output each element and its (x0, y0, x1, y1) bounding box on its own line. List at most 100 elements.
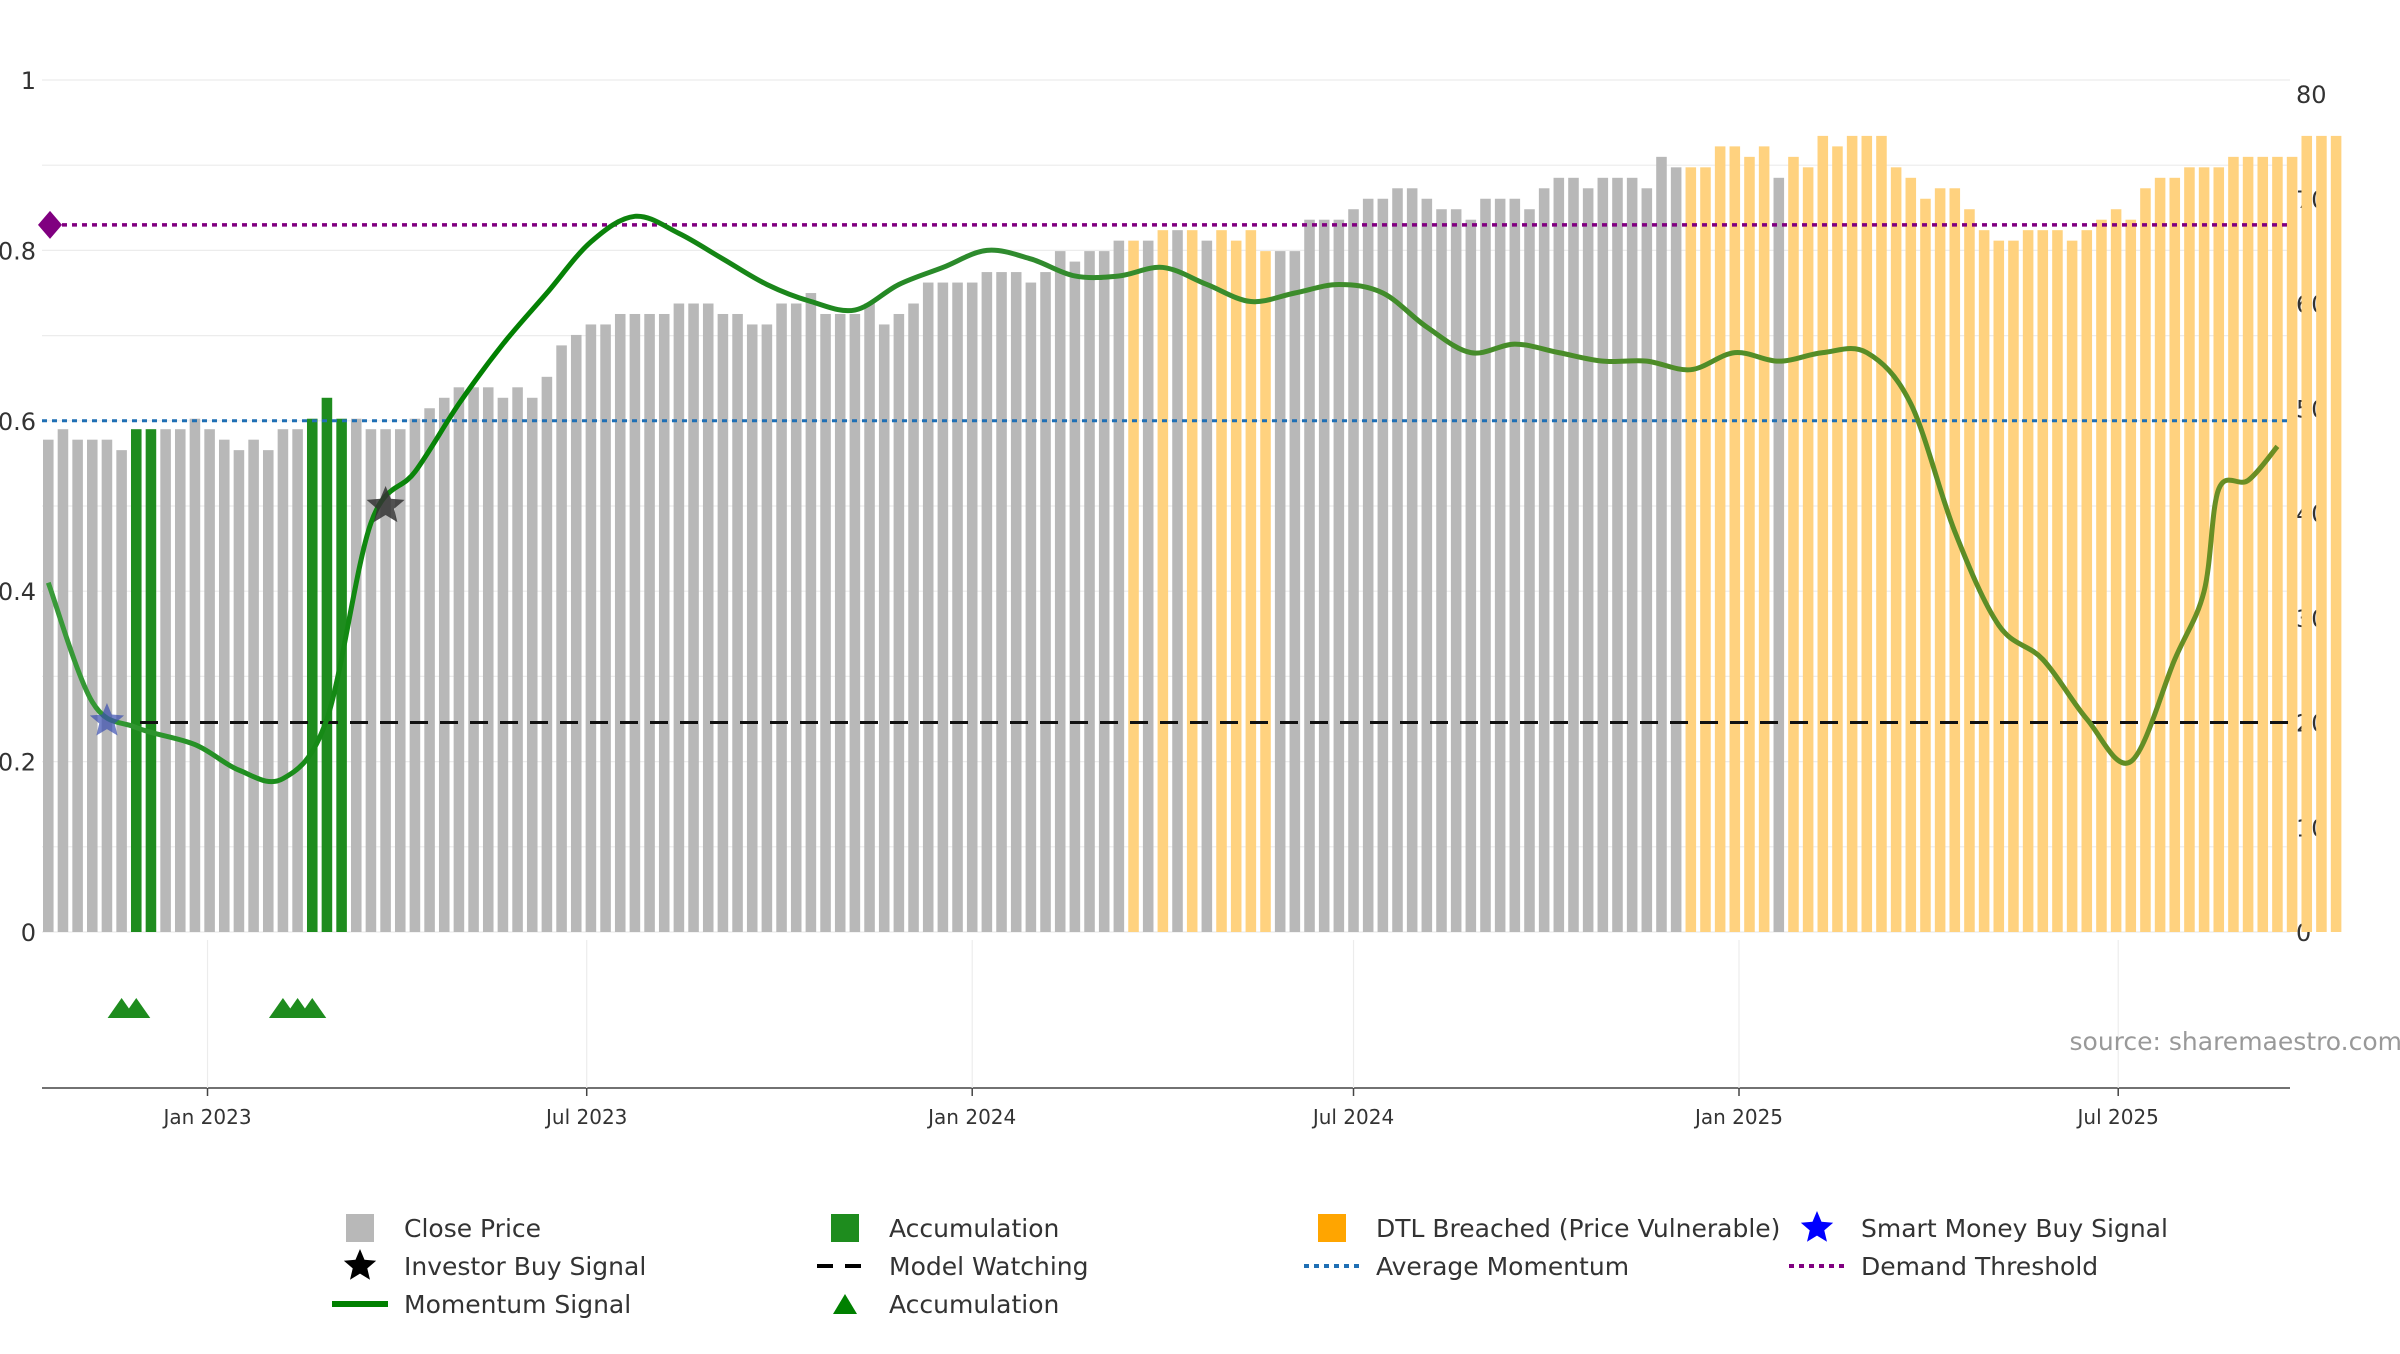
right-tick-label: 80 (2296, 81, 2327, 109)
price-bar (1070, 262, 1081, 932)
price-bar (2287, 157, 2298, 932)
price-bar (1304, 220, 1315, 932)
x-tick-label: Jan 2024 (926, 1105, 1016, 1129)
price-bar (1011, 272, 1022, 932)
price-bar (586, 324, 597, 932)
price-bar (175, 429, 186, 932)
legend-label: Investor Buy Signal (404, 1252, 646, 1281)
price-bar (1950, 188, 1961, 932)
price-bar (234, 450, 245, 932)
legend-label: Model Watching (889, 1252, 1089, 1281)
legend-symbol (815, 1210, 875, 1246)
price-bar (1319, 220, 1330, 932)
price-bar (2301, 136, 2312, 932)
legend-symbol (330, 1248, 390, 1284)
legend-swatch (831, 1214, 859, 1242)
price-bar (1818, 136, 1829, 932)
price-bar (1862, 136, 1873, 932)
price-bar (1730, 146, 1741, 932)
price-bar (600, 324, 611, 932)
price-bar (1994, 241, 2005, 932)
price-bar (571, 335, 582, 932)
price-bar (190, 419, 201, 932)
price-bar (1759, 146, 1770, 932)
price-bar (219, 440, 230, 932)
price-bar (1906, 178, 1917, 932)
price-bar (263, 450, 274, 932)
price-bar (542, 377, 553, 932)
legend-item: Model Watching (815, 1248, 1089, 1284)
price-bar (952, 283, 963, 932)
price-bar (1847, 136, 1858, 932)
price-bar (879, 324, 890, 932)
price-bar (982, 272, 993, 932)
price-bar (2008, 241, 2019, 932)
price-bar (1231, 241, 1242, 932)
price-bar (1084, 251, 1095, 932)
legend-symbol (1302, 1248, 1362, 1284)
price-bar (1407, 188, 1418, 932)
price-bar (2169, 178, 2180, 932)
legend-symbol (815, 1248, 875, 1284)
price-bar (2213, 167, 2224, 932)
price-bar (204, 429, 215, 932)
x-tick-label: Jul 2023 (544, 1105, 627, 1129)
legend-label: Average Momentum (1376, 1252, 1629, 1281)
price-bar (1055, 251, 1066, 932)
price-bar (322, 398, 333, 932)
price-bar (1524, 209, 1535, 932)
price-bar (1510, 199, 1521, 932)
legend-swatch (1801, 1211, 1833, 1242)
left-tick-label: 0.2 (0, 749, 36, 777)
left-tick-label: 0.6 (0, 408, 36, 436)
x-tick-label: Jan 2023 (161, 1105, 251, 1129)
price-bar (1172, 230, 1183, 932)
price-bar (1378, 199, 1389, 932)
left-tick-label: 1 (21, 67, 36, 95)
legend-item: DTL Breached (Price Vulnerable) (1302, 1210, 1780, 1246)
price-bar (2111, 209, 2122, 932)
price-bar (630, 314, 641, 932)
price-bar (1246, 230, 1257, 932)
price-bar (1363, 199, 1374, 932)
price-bar (512, 387, 523, 932)
price-bar (72, 440, 83, 932)
legend-item: Smart Money Buy Signal (1787, 1210, 2168, 1246)
accumulation-triangles (108, 998, 327, 1018)
price-bar (1187, 230, 1198, 932)
price-bar (1598, 178, 1609, 932)
price-bar (1744, 157, 1755, 932)
price-bar (1216, 230, 1227, 932)
price-bar (1040, 272, 1051, 932)
price-bar (1158, 230, 1169, 932)
price-bar (1290, 251, 1301, 932)
price-bar (527, 398, 538, 932)
price-bar (87, 440, 98, 932)
left-axis: 00.20.40.60.81 (0, 67, 36, 947)
price-bar (1451, 209, 1462, 932)
price-bar (703, 304, 714, 933)
legend-symbol (330, 1210, 390, 1246)
price-bar (1876, 136, 1887, 932)
price-bar (1788, 157, 1799, 932)
price-bar (2140, 188, 2151, 932)
price-bar (2316, 136, 2327, 932)
x-tick-label: Jul 2025 (2076, 1105, 2159, 1129)
legend-symbol (1787, 1248, 1847, 1284)
left-tick-label: 0.8 (0, 237, 36, 265)
price-bar (1832, 146, 1843, 932)
price-bar (791, 304, 802, 933)
price-bar (1656, 157, 1667, 932)
legend-item: Demand Threshold (1787, 1248, 2098, 1284)
price-bar (674, 304, 685, 933)
price-bar (1935, 188, 1946, 932)
price-bar (2067, 241, 2078, 932)
price-bar (1612, 178, 1623, 932)
price-bar (160, 429, 171, 932)
price-bar (659, 314, 670, 932)
price-bar (1143, 241, 1154, 932)
price-bar (483, 387, 494, 932)
left-tick-label: 0 (21, 919, 36, 947)
